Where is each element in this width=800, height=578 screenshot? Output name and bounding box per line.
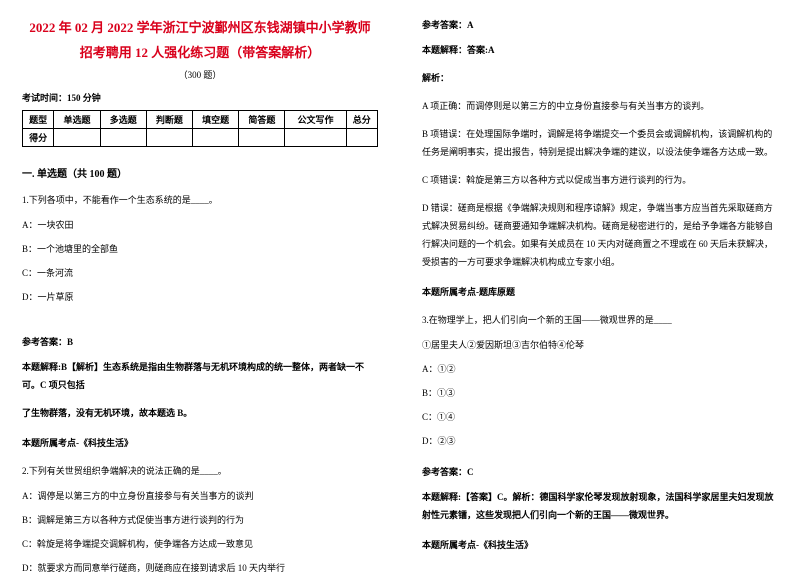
option-a: A：一块农田 <box>22 217 378 234</box>
explanation: D 错误：磋商是根据《争端解决规则和程序谅解》规定，争端当事方应当首先采取磋商方… <box>422 199 778 271</box>
question-stem: 1.下列各项中，不能看作一个生态系统的是____。 <box>22 192 378 209</box>
th: 判断题 <box>146 110 192 128</box>
topic-tag: 本题所属考点-《科技生活》 <box>422 538 778 551</box>
answer-label: 参考答案：C <box>422 465 778 478</box>
doc-title-line2: 招考聘用 12 人强化练习题（带答案解析） <box>22 43 378 64</box>
answer-label: 参考答案：A <box>422 18 778 31</box>
section-heading: 一. 单选题（共 100 题） <box>22 165 378 180</box>
table-row: 得分 <box>23 128 378 146</box>
explanation: B 项错误：在处理国际争端时，调解是将争端提交一个委员会或调解机构，该调解机构的… <box>422 125 778 161</box>
option-c: C：一条河流 <box>22 265 378 282</box>
th: 多选题 <box>100 110 146 128</box>
score-table: 题型 单选题 多选题 判断题 填空题 简答题 公文写作 总分 得分 <box>22 110 378 147</box>
question-stem: 3.在物理学上，把人们引向一个新的王国——微观世界的是____ <box>422 312 778 329</box>
topic-tag: 本题所属考点-题库原题 <box>422 285 778 298</box>
option-c: C：斡旋是将争端提交调解机构，使争端各方达成一致意见 <box>22 536 378 553</box>
table-row: 题型 单选题 多选题 判断题 填空题 简答题 公文写作 总分 <box>23 110 378 128</box>
option-b: B：调解是第三方以各种方式促使当事方进行谈判的行为 <box>22 512 378 529</box>
th: 填空题 <box>193 110 239 128</box>
option-a: A：调停是以第三方的中立身份直接参与有关当事方的谈判 <box>22 488 378 505</box>
th: 题型 <box>23 110 54 128</box>
option-d: D：一片草原 <box>22 289 378 306</box>
th: 总分 <box>346 110 377 128</box>
explanation: 本题解释:【答案】C。解析：德国科学家伦琴发现放射现象，法国科学家居里夫妇发现放… <box>422 488 778 524</box>
explanation: 了生物群落，没有无机环境，故本题选 B。 <box>22 404 378 422</box>
option-c: C：①④ <box>422 409 778 426</box>
exam-time: 考试时间：150 分钟 <box>22 91 378 104</box>
explanation: A 项正确：而调停则是以第三方的中立身份直接参与有关当事方的谈判。 <box>422 97 778 115</box>
option-a: A：①② <box>422 361 778 378</box>
explanation: 本题解释:B【解析】生态系统是指由生物群落与无机环境构成的统一整体，两者缺一不可… <box>22 358 378 394</box>
option-d: D：②③ <box>422 433 778 450</box>
td: 得分 <box>23 128 54 146</box>
explanation-jiexi: 解析： <box>422 69 778 87</box>
option-b: B：一个池塘里的全部鱼 <box>22 241 378 258</box>
doc-subtitle: （300 题） <box>22 68 378 81</box>
explanation: C 项错误：斡旋是第三方以各种方式以促成当事方进行谈判的行为。 <box>422 171 778 189</box>
topic-tag: 本题所属考点-《科技生活》 <box>22 436 378 449</box>
question-stem: 2.下列有关世贸组织争端解决的说法正确的是____。 <box>22 463 378 480</box>
option-b: B：①③ <box>422 385 778 402</box>
th: 公文写作 <box>285 110 346 128</box>
answer-label: 参考答案：B <box>22 335 378 348</box>
th: 简答题 <box>239 110 285 128</box>
option-d: D：就要求方而同意举行磋商，则磋商应在接到请求后 10 天内举行 <box>22 560 378 577</box>
th: 单选题 <box>54 110 100 128</box>
doc-title-line1: 2022 年 02 月 2022 学年浙江宁波鄞州区东钱湖镇中小学教师 <box>22 18 378 39</box>
option-line: ①居里夫人②爱因斯坦③吉尔伯特④伦琴 <box>422 337 778 354</box>
explanation-head: 本题解释：答案:A <box>422 41 778 59</box>
